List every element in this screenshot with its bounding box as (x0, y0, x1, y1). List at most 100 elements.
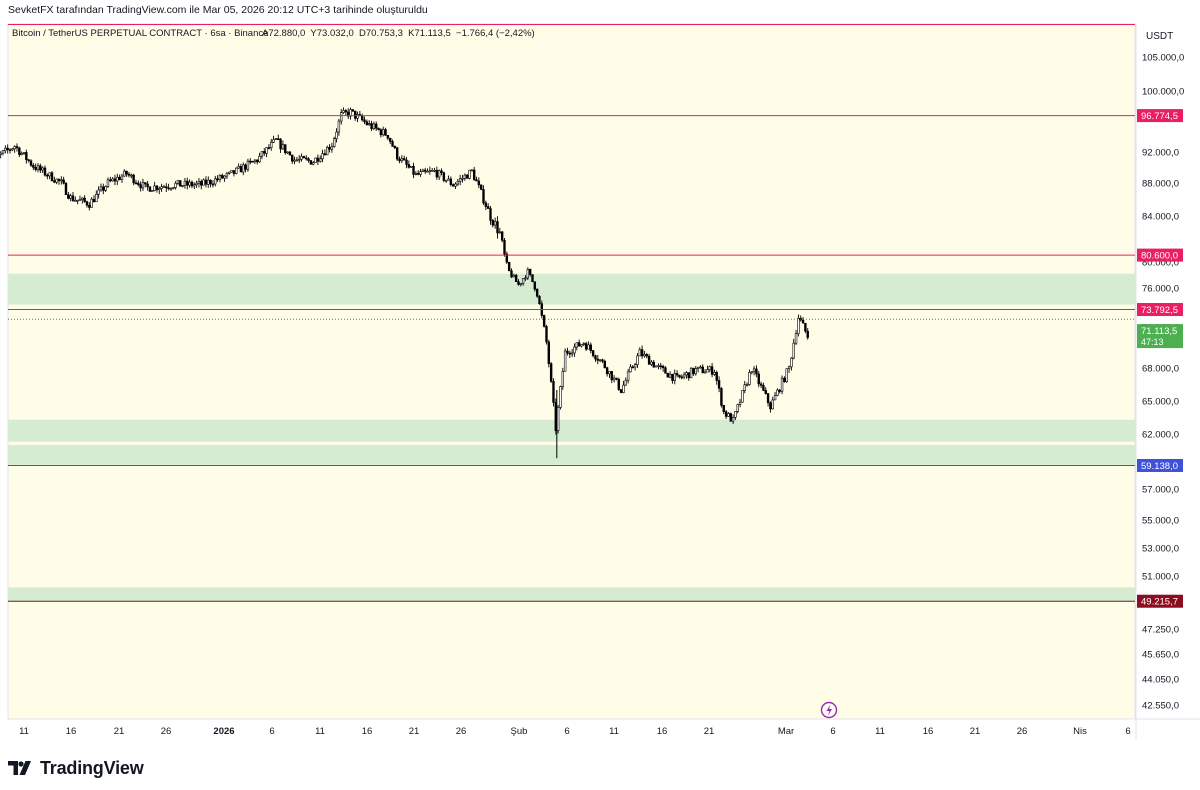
candle (113, 174, 117, 186)
candle (407, 160, 411, 169)
candle (309, 160, 313, 165)
y-tick-label: 88.000,0 (1142, 179, 1179, 190)
candle (629, 364, 632, 373)
candle (801, 317, 805, 324)
candle (57, 178, 61, 185)
price-tag-label: 73.792,5 (1141, 305, 1178, 316)
candle (169, 187, 173, 191)
candle (102, 183, 105, 195)
demand-zone-0[interactable] (8, 273, 1135, 305)
lightning-icon[interactable] (820, 701, 838, 719)
candle (92, 195, 96, 203)
candle (570, 348, 574, 357)
candle (230, 170, 233, 173)
candle (55, 178, 58, 185)
candle (790, 357, 793, 371)
candle (43, 165, 47, 177)
candle (517, 279, 520, 286)
candle (204, 176, 208, 188)
candle (617, 377, 620, 391)
candle (8, 148, 12, 154)
hlines-layer[interactable] (8, 24, 1135, 602)
candle (349, 107, 352, 120)
candle (582, 342, 586, 347)
candle (13, 145, 16, 153)
candle (521, 278, 525, 286)
candle (4, 145, 7, 154)
candle (710, 362, 714, 378)
candle (146, 180, 149, 191)
y-tick-label: 65.000,0 (1142, 397, 1179, 408)
candle (298, 155, 301, 164)
candle (409, 165, 413, 168)
candle (447, 175, 450, 181)
candle (141, 178, 145, 191)
y-tick-label: 51.000,0 (1142, 572, 1179, 583)
candle (507, 261, 511, 272)
candle (319, 155, 322, 163)
candle (766, 392, 770, 407)
currency-label[interactable]: USDT (1146, 31, 1173, 42)
candle (699, 365, 702, 369)
candle (389, 137, 392, 145)
candle (333, 136, 336, 148)
candle (267, 144, 271, 150)
candle (74, 196, 77, 202)
candle (305, 155, 308, 161)
candle (528, 268, 532, 277)
candle (109, 176, 112, 183)
price-chart[interactable]: USDT 105.000,0 100.000,0 92.000,0 88.000,0 8… (0, 0, 1200, 750)
candle (468, 169, 471, 180)
candle (664, 366, 667, 374)
candle (395, 146, 399, 161)
x-tick-label: 21 (970, 726, 981, 737)
tradingview-logo[interactable]: TradingView (8, 757, 144, 779)
candle (386, 135, 390, 141)
x-axis[interactable]: 11 16 21 26 2026 6 11 16 21 26 Şub 6 11 16 21 Mar 6 11 16 2… (19, 726, 1131, 737)
candle (605, 366, 609, 377)
demand-zone-3[interactable] (8, 587, 1135, 602)
price-tag-2: 73.792,5 (1137, 303, 1183, 317)
candle (745, 382, 749, 387)
candle (242, 162, 245, 176)
candle (225, 171, 229, 179)
candle (139, 181, 142, 192)
candle (90, 197, 93, 208)
candle (482, 185, 485, 205)
candle (25, 149, 28, 164)
candle (430, 168, 434, 172)
candle (1, 150, 5, 156)
candle (661, 364, 665, 372)
candle (323, 149, 327, 156)
candle (514, 273, 518, 282)
candle (32, 163, 35, 170)
plot-background (7, 23, 1136, 720)
legend-ohlc: A72.880,0 Y73.032,0 D70.753,3 K71.113,5 … (262, 28, 535, 39)
candle (39, 163, 42, 173)
candle (144, 182, 147, 188)
legend-symbol[interactable]: Bitcoin / TetherUS PERPETUAL CONTRACT · … (12, 28, 268, 39)
candle (531, 274, 534, 283)
candle (302, 155, 306, 159)
candle (272, 135, 275, 144)
candle (538, 295, 541, 305)
x-tick-label: 2026 (213, 726, 234, 737)
price-tag-4: 49.215,7 (1137, 594, 1183, 608)
candle (689, 367, 693, 379)
candle (505, 251, 509, 264)
candle (277, 134, 280, 140)
demand-zone-2[interactable] (8, 445, 1135, 465)
candle (771, 396, 774, 410)
candle (645, 352, 648, 359)
candle (783, 376, 786, 383)
candle (286, 151, 289, 155)
candle (456, 178, 460, 186)
candle (365, 119, 369, 126)
candle (496, 216, 499, 239)
y-tick-label: 84.000,0 (1142, 212, 1179, 223)
demand-zone-1[interactable] (8, 419, 1135, 442)
candle (668, 371, 672, 379)
candle (549, 361, 553, 383)
candle (111, 177, 114, 182)
x-tick-label: 16 (66, 726, 77, 737)
